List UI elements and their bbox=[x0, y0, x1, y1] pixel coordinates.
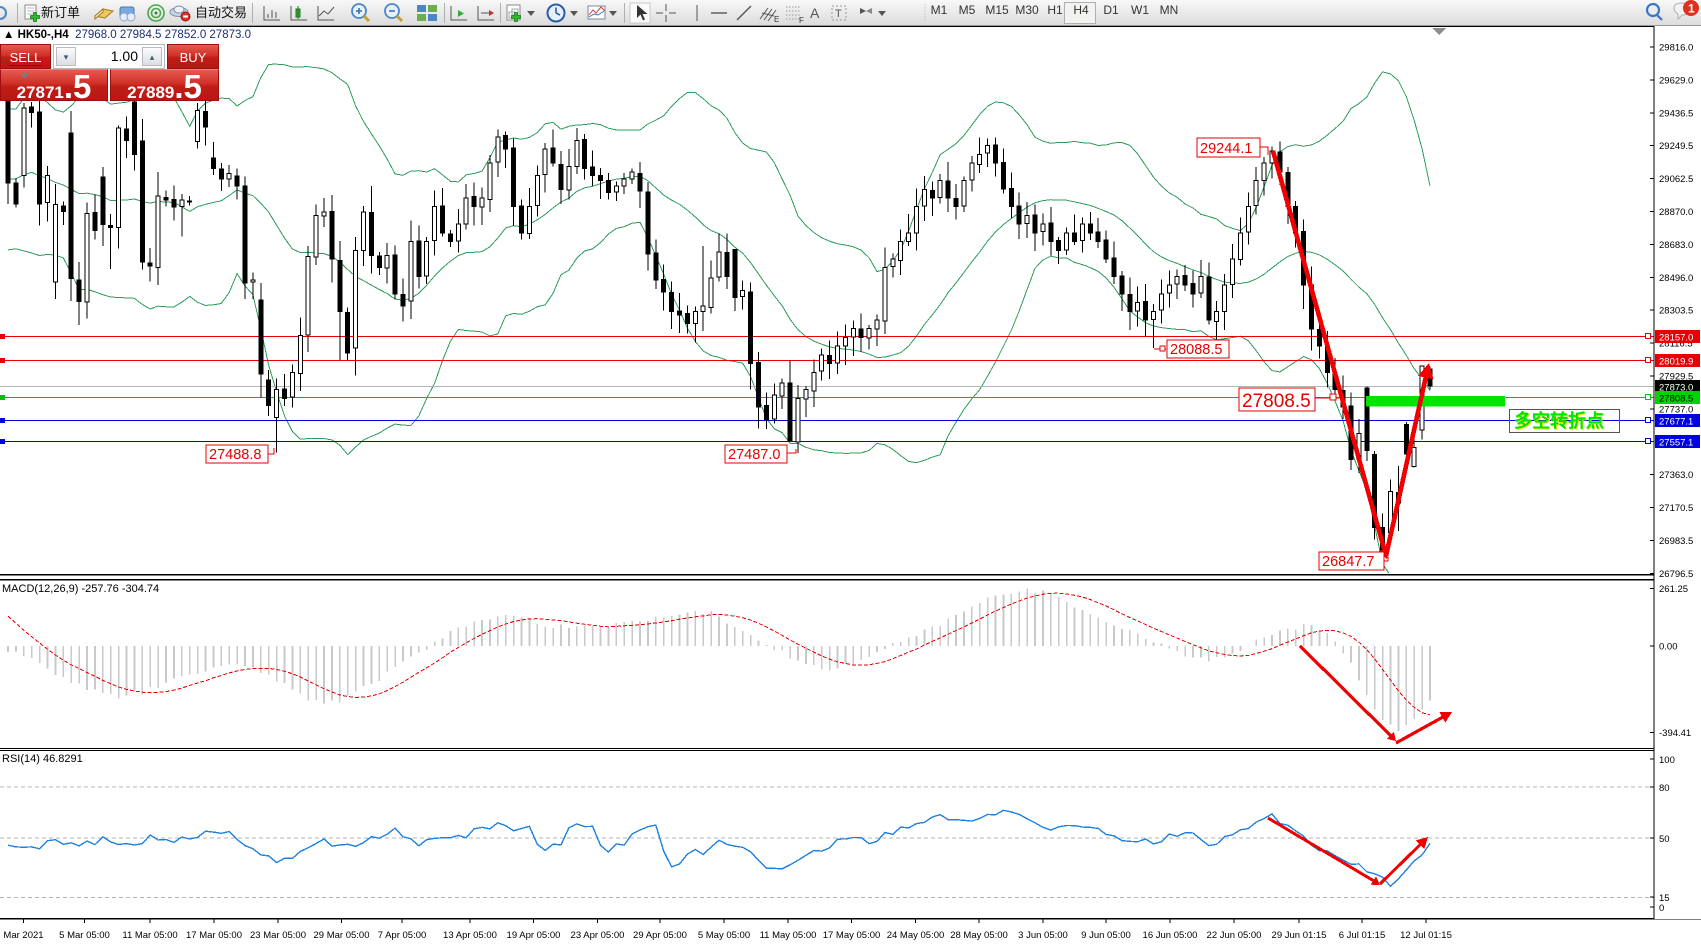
svg-text:26983.5: 26983.5 bbox=[1659, 536, 1693, 547]
svg-text:1: 1 bbox=[1688, 2, 1695, 16]
svg-text:27808.5: 27808.5 bbox=[1242, 391, 1311, 412]
svg-text:0.00: 0.00 bbox=[1659, 642, 1678, 653]
svg-text:28088.5: 28088.5 bbox=[1170, 342, 1222, 358]
svg-text:28303.5: 28303.5 bbox=[1659, 306, 1693, 317]
svg-text:0: 0 bbox=[1659, 903, 1664, 914]
svg-text:新订单: 新订单 bbox=[41, 5, 80, 20]
svg-text:12 Jul 01:15: 12 Jul 01:15 bbox=[1400, 930, 1452, 941]
svg-text:29244.1: 29244.1 bbox=[1200, 141, 1252, 157]
svg-text:100: 100 bbox=[1659, 755, 1675, 766]
svg-text:7 Apr 05:00: 7 Apr 05:00 bbox=[378, 930, 427, 941]
svg-text:自动交易: 自动交易 bbox=[195, 5, 247, 20]
svg-text:26796.5: 26796.5 bbox=[1659, 569, 1693, 580]
svg-text:多空转折点: 多空转折点 bbox=[1514, 410, 1604, 431]
svg-text:80: 80 bbox=[1659, 783, 1670, 794]
svg-text:261.25: 261.25 bbox=[1659, 584, 1688, 595]
svg-text:22 Jun 05:00: 22 Jun 05:00 bbox=[1207, 930, 1262, 941]
svg-text:27808.5: 27808.5 bbox=[1659, 394, 1693, 405]
svg-text:28157.0: 28157.0 bbox=[1659, 333, 1693, 344]
svg-text:27488.8: 27488.8 bbox=[209, 447, 261, 463]
svg-text:28 May 05:00: 28 May 05:00 bbox=[950, 930, 1008, 941]
svg-text:17 Mar 05:00: 17 Mar 05:00 bbox=[186, 930, 242, 941]
svg-text:19 Apr 05:00: 19 Apr 05:00 bbox=[507, 930, 561, 941]
svg-text:24 May 05:00: 24 May 05:00 bbox=[887, 930, 945, 941]
svg-text:50: 50 bbox=[1659, 834, 1670, 845]
svg-text:27677.1: 27677.1 bbox=[1659, 417, 1693, 428]
svg-text:29816.0: 29816.0 bbox=[1659, 43, 1693, 54]
svg-text:27873.0: 27873.0 bbox=[1659, 383, 1693, 394]
svg-text:RSI(14) 46.8291: RSI(14) 46.8291 bbox=[2, 753, 83, 765]
svg-text:23 Mar 05:00: 23 Mar 05:00 bbox=[250, 930, 306, 941]
svg-text:26847.7: 26847.7 bbox=[1322, 554, 1374, 570]
svg-text:16 Jun 05:00: 16 Jun 05:00 bbox=[1143, 930, 1198, 941]
svg-text:11 May 05:00: 11 May 05:00 bbox=[760, 930, 817, 941]
svg-text:Mar 2021: Mar 2021 bbox=[3, 930, 43, 941]
svg-text:MACD(12,26,9) -257.76 -304.74: MACD(12,26,9) -257.76 -304.74 bbox=[2, 583, 159, 595]
svg-text:-394.41: -394.41 bbox=[1659, 728, 1691, 739]
svg-text:F: F bbox=[799, 16, 804, 25]
svg-text:27170.5: 27170.5 bbox=[1659, 503, 1693, 514]
svg-text:29 Jun 01:15: 29 Jun 01:15 bbox=[1272, 930, 1327, 941]
svg-text:29436.5: 29436.5 bbox=[1659, 108, 1693, 119]
svg-text:23 Apr 05:00: 23 Apr 05:00 bbox=[571, 930, 625, 941]
svg-text:27557.1: 27557.1 bbox=[1659, 438, 1693, 449]
svg-text:29629.0: 29629.0 bbox=[1659, 75, 1693, 86]
svg-text:28116.5: 28116.5 bbox=[1659, 339, 1693, 350]
svg-text:28683.0: 28683.0 bbox=[1659, 240, 1693, 251]
svg-text:28496.0: 28496.0 bbox=[1659, 273, 1693, 284]
svg-text:9 Jun 05:00: 9 Jun 05:00 bbox=[1081, 930, 1131, 941]
svg-text:A: A bbox=[810, 5, 820, 21]
svg-text:27737.0: 27737.0 bbox=[1659, 404, 1693, 415]
svg-text:29 Apr 05:00: 29 Apr 05:00 bbox=[633, 930, 687, 941]
svg-text:29249.5: 29249.5 bbox=[1659, 141, 1693, 152]
svg-text:27363.0: 27363.0 bbox=[1659, 470, 1693, 481]
svg-text:5 Mar 05:00: 5 Mar 05:00 bbox=[59, 930, 110, 941]
svg-text:27929.5: 27929.5 bbox=[1659, 372, 1693, 383]
svg-text:27487.0: 27487.0 bbox=[728, 447, 780, 463]
svg-text:29062.5: 29062.5 bbox=[1659, 174, 1693, 185]
svg-text:5 May 05:00: 5 May 05:00 bbox=[698, 930, 750, 941]
svg-text:15: 15 bbox=[1659, 893, 1670, 904]
svg-text:11 Mar 05:00: 11 Mar 05:00 bbox=[122, 930, 177, 941]
svg-text:17 May 05:00: 17 May 05:00 bbox=[823, 930, 881, 941]
svg-text:13 Apr 05:00: 13 Apr 05:00 bbox=[443, 930, 497, 941]
svg-text:28019.9: 28019.9 bbox=[1659, 357, 1693, 368]
svg-text:6 Jul 01:15: 6 Jul 01:15 bbox=[1339, 930, 1385, 941]
svg-text:28870.0: 28870.0 bbox=[1659, 207, 1693, 218]
svg-text:T: T bbox=[835, 8, 842, 20]
svg-text:3 Jun 05:00: 3 Jun 05:00 bbox=[1018, 930, 1068, 941]
svg-text:29 Mar 05:00: 29 Mar 05:00 bbox=[314, 930, 370, 941]
svg-text:E: E bbox=[774, 15, 779, 24]
